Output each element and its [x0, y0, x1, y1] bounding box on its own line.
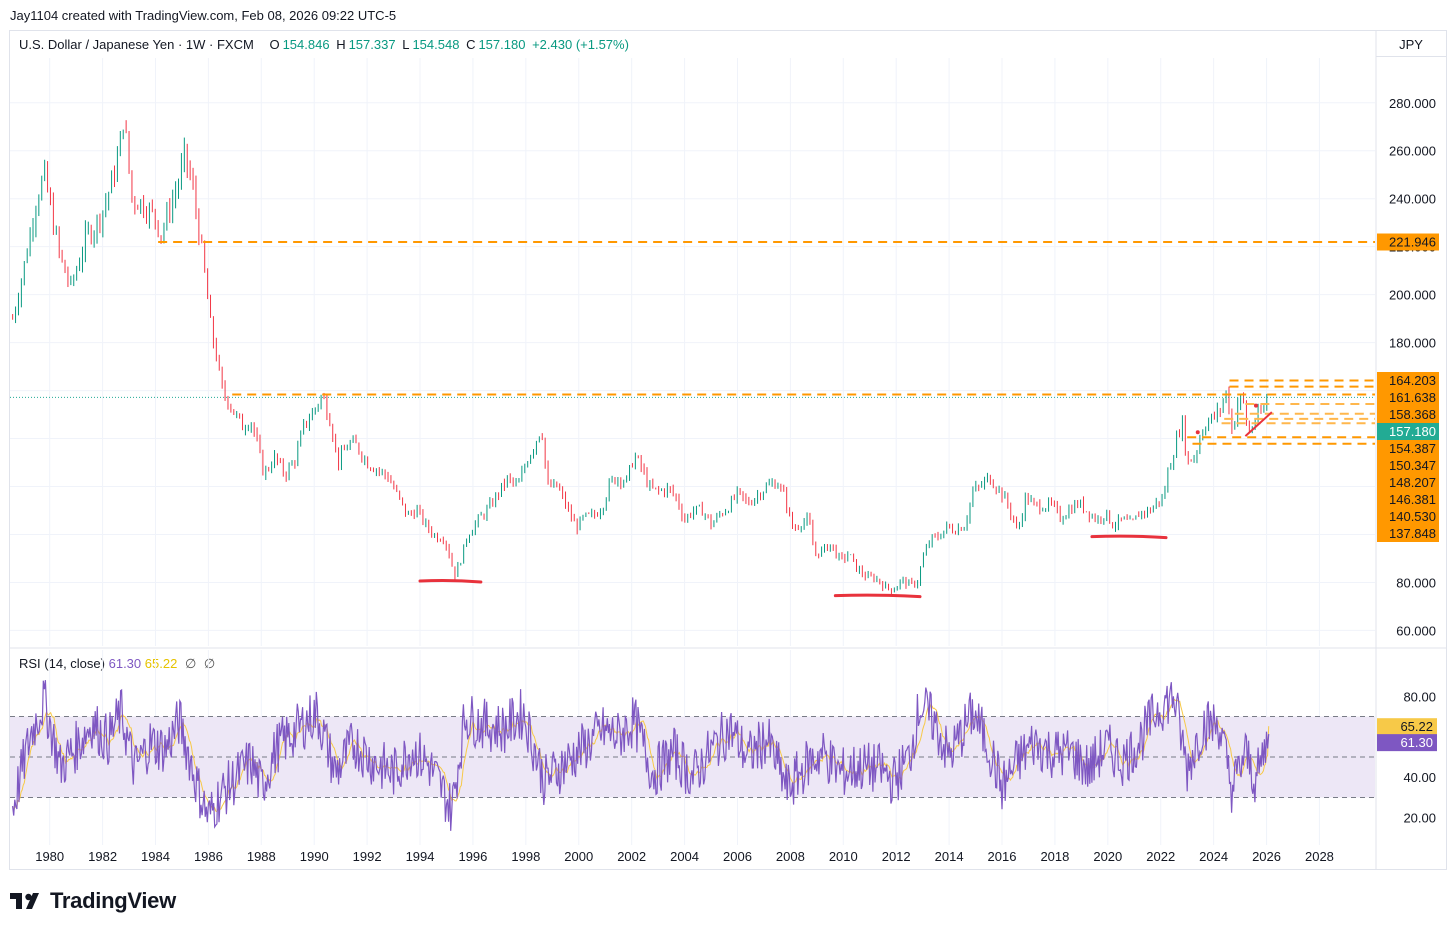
level-price-label: 146.381: [1389, 492, 1436, 507]
time-tick-label: 2026: [1252, 849, 1281, 864]
trend-line: [1244, 411, 1273, 437]
level-price-tag: [1377, 439, 1439, 457]
time-tick-label: 2024: [1199, 849, 1228, 864]
rsi-line: [12, 680, 1270, 831]
price-axis: 60.00080.000100.000120.000140.000160.000…: [1377, 96, 1439, 826]
chart-credit: Jay1104 created with TradingView.com, Fe…: [10, 8, 397, 23]
time-tick-label: 2012: [882, 849, 911, 864]
level-price-tag: [1377, 507, 1439, 525]
time-tick-label: 2008: [776, 849, 805, 864]
time-tick-label: 2016: [988, 849, 1017, 864]
level-price-tag: [1377, 490, 1439, 508]
time-tick-label: 1998: [511, 849, 540, 864]
level-price-tag: [1377, 371, 1439, 389]
time-tick-label: 2000: [564, 849, 593, 864]
support-marker: [833, 593, 922, 599]
level-price-tag: [1377, 388, 1439, 406]
time-tick-label: 2028: [1305, 849, 1334, 864]
high-label: H: [336, 37, 346, 52]
level-price-label: 148.207: [1389, 475, 1436, 490]
chart-frame: [9, 30, 1447, 870]
tradingview-logo[interactable]: TradingView: [10, 888, 176, 914]
rsi-ma-value: 65.22: [144, 656, 178, 671]
price-tick-label: 240.000: [1389, 192, 1436, 207]
time-tick-label: 1994: [406, 849, 435, 864]
support-marker: [418, 578, 483, 584]
marker-dot: [1195, 430, 1200, 435]
close-label: C: [466, 37, 476, 52]
rsi-value-tag: [1377, 734, 1437, 752]
level-price-label: 164.203: [1389, 373, 1436, 388]
time-tick-label: 1980: [35, 849, 64, 864]
time-tick-label: 2022: [1146, 849, 1175, 864]
time-tick-label: 1984: [141, 849, 170, 864]
level-price-tag: [1377, 473, 1439, 491]
level-price-tag: [1377, 233, 1439, 251]
low-value: 154.548: [412, 37, 460, 52]
time-tick-label: 2018: [1040, 849, 1069, 864]
horizontal-levels: [10, 241, 1375, 445]
close-value: 157.180: [478, 37, 526, 52]
time-tick-label: 1996: [458, 849, 487, 864]
time-tick-label: 1986: [194, 849, 223, 864]
open-label: O: [269, 37, 280, 52]
level-price-tag: [1377, 456, 1439, 474]
level-price-label: 137.848: [1389, 526, 1436, 541]
rsi-legend: RSI (14, close) 61.30 65.22 ∅ ∅: [19, 656, 215, 672]
rsi-tick-label: 40.00: [1403, 770, 1436, 785]
grid-lines: [9, 30, 1447, 870]
time-tick-label: 1988: [247, 849, 276, 864]
level-price-label: 140.530: [1389, 509, 1436, 524]
symbol-legend: U.S. Dollar / Japanese Yen · 1W · FXCM O…: [19, 37, 632, 52]
marker-dot: [1253, 403, 1258, 408]
rsi-band: [10, 716, 1375, 798]
tradingview-logo-icon: [10, 893, 39, 909]
price-tick-label: 280.000: [1389, 96, 1436, 111]
level-price-label: 150.347: [1389, 458, 1436, 473]
level-price-tag: [1377, 405, 1439, 423]
empty-value-icon: ∅: [184, 656, 197, 671]
time-tick-label: 2002: [617, 849, 646, 864]
price-tick-label: 60.000: [1396, 623, 1436, 638]
level-price-label: 161.638: [1389, 390, 1436, 405]
time-tick-label: 2014: [935, 849, 964, 864]
rsi-tick-label: 80.00: [1403, 689, 1436, 704]
rsi-value: 61.30: [108, 656, 142, 671]
support-marker: [1090, 534, 1168, 540]
brand-name: TradingView: [50, 888, 176, 913]
time-tick-label: 2004: [670, 849, 699, 864]
time-tick-label: 1992: [353, 849, 382, 864]
time-tick-label: 2010: [829, 849, 858, 864]
level-price-tag: [1377, 524, 1439, 542]
time-tick-label: 2006: [723, 849, 752, 864]
current-price-tag: [1377, 422, 1439, 440]
rsi-pane: [10, 680, 1375, 831]
current-price-label: 157.180: [1389, 424, 1436, 439]
low-label: L: [402, 37, 410, 52]
time-tick-label: 1982: [88, 849, 117, 864]
price-tick-label: 180.000: [1389, 336, 1436, 351]
time-tick-label: 1990: [300, 849, 329, 864]
empty-value-icon: ∅: [203, 656, 216, 671]
price-candles: [12, 120, 1268, 595]
price-tick-label: 200.000: [1389, 288, 1436, 303]
symbol-title[interactable]: U.S. Dollar / Japanese Yen · 1W · FXCM: [19, 37, 254, 52]
rsi-title[interactable]: RSI (14, close): [19, 656, 105, 671]
change-value: +2.430 (+1.57%): [532, 37, 629, 52]
high-value: 157.337: [348, 37, 396, 52]
rsi-ma-tag-label: 65.22: [1400, 719, 1433, 734]
rsi-value-tag-label: 61.30: [1400, 735, 1433, 750]
open-value: 154.846: [282, 37, 330, 52]
price-tick-label: 260.000: [1389, 144, 1436, 159]
level-price-label: 221.946: [1389, 235, 1436, 250]
rsi-tick-label: 20.00: [1403, 811, 1436, 826]
rsi-ma-tag: [1377, 718, 1437, 736]
level-price-label: 158.368: [1389, 407, 1436, 422]
price-tick-label: 80.000: [1396, 575, 1436, 590]
time-axis: 1980 1982 1984 1986 1988 1990 1992 1994 1996 1998…: [35, 849, 1334, 864]
currency-label[interactable]: JPY: [1376, 34, 1446, 57]
time-tick-label: 2020: [1093, 849, 1122, 864]
level-price-label: 154.387: [1389, 441, 1436, 456]
